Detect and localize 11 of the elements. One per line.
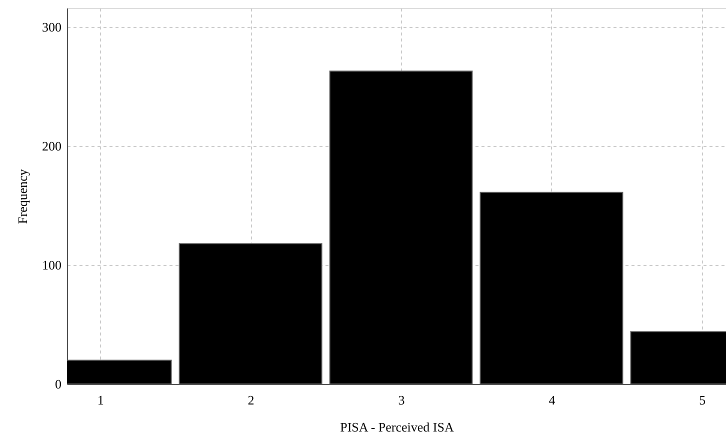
- y-axis-title: Frequency: [15, 168, 30, 224]
- x-tick-label: 5: [699, 392, 706, 408]
- y-tick-label: 200: [42, 138, 62, 154]
- y-tick-label: 300: [42, 20, 62, 35]
- y-tick-label: 0: [55, 376, 62, 392]
- x-tick-label: 2: [248, 392, 254, 408]
- x-tick-label: 3: [398, 392, 405, 408]
- x-axis-title: PISA - Perceived ISA: [340, 420, 454, 434]
- x-tick-label: 1: [97, 392, 104, 408]
- y-tick-label: 100: [42, 258, 62, 273]
- x-tick-label: 4: [548, 392, 556, 408]
